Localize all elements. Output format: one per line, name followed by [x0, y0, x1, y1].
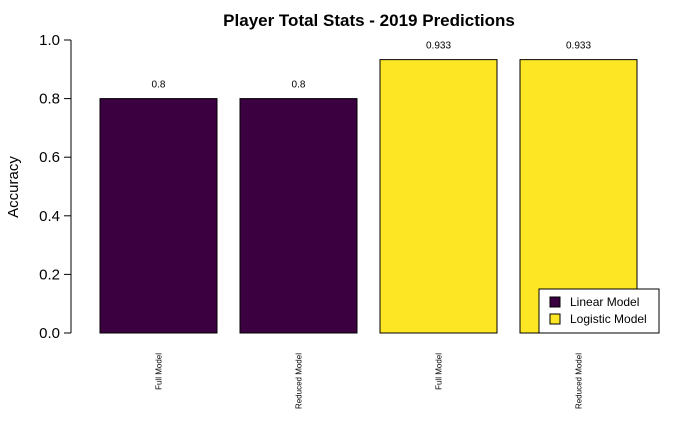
- y-tick-label: 1.0: [39, 32, 60, 49]
- bar: [99, 98, 218, 334]
- bar-value-label: 0.8: [292, 80, 306, 91]
- y-tick-label: 0.6: [39, 149, 60, 166]
- legend-swatch: [549, 313, 561, 325]
- bar-value-label: 0.8: [152, 80, 166, 91]
- legend: Linear Model Logistic Model: [538, 288, 660, 334]
- x-category-label: Reduced Model: [295, 353, 304, 409]
- x-category-label: Full Model: [435, 353, 444, 390]
- bars-group: 0.8 Full Model 0.8 Reduced Model 0.933 Full M…: [99, 41, 638, 409]
- y-tick-label: 0.0: [39, 325, 60, 342]
- legend-box: [538, 288, 660, 334]
- bar-value-label: 0.933: [426, 41, 451, 52]
- y-tick-label: 0.4: [39, 208, 60, 225]
- y-tick-label: 0.8: [39, 91, 60, 108]
- legend-label: Logistic Model: [570, 312, 647, 326]
- legend-label: Linear Model: [570, 295, 639, 309]
- chart-title: Player Total Stats - 2019 Predictions: [223, 11, 515, 30]
- legend-swatch: [549, 296, 561, 308]
- y-axis-label: Accuracy: [5, 156, 22, 218]
- bar-value-label: 0.933: [566, 41, 591, 52]
- bar: [379, 59, 498, 334]
- bar: [239, 98, 358, 334]
- y-axis: 0.0 0.2 0.4 0.6 0.8 1.0: [39, 32, 72, 342]
- x-category-label: Full Model: [155, 353, 164, 390]
- y-tick-label: 0.2: [39, 266, 60, 283]
- x-category-label: Reduced Model: [575, 353, 584, 409]
